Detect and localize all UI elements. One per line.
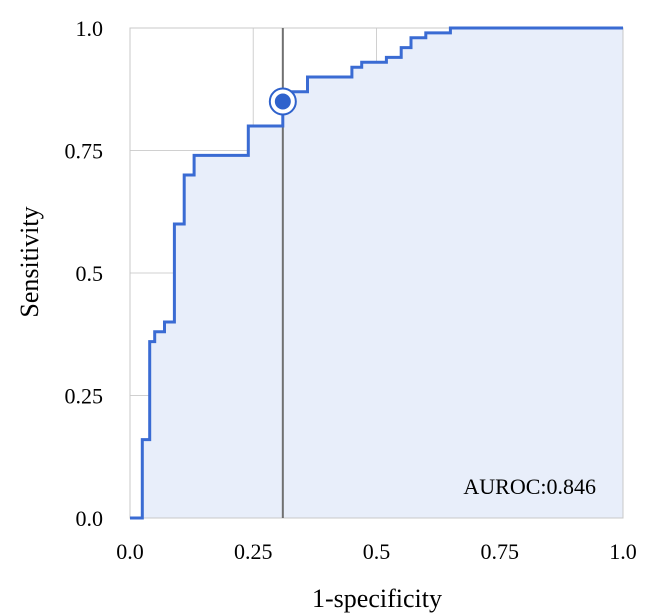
x-tick-label: 0.25 [234, 539, 273, 564]
x-axis-label: 1-specificity [312, 584, 442, 613]
x-tick-label: 0.75 [481, 539, 520, 564]
y-tick-label: 0.75 [65, 139, 104, 164]
y-axis-label: Sensitivity [15, 206, 44, 317]
y-tick-label: 0.5 [76, 261, 104, 286]
x-tick-label: 1.0 [609, 539, 637, 564]
x-tick-label: 0.5 [363, 539, 391, 564]
plot-border [129, 27, 624, 519]
x-tick-labels: 0.0 0.25 0.5 0.75 1.0 [116, 539, 637, 564]
optimal-point-marker [268, 87, 297, 116]
marker-dot [274, 93, 291, 110]
roc-area-fill [130, 28, 623, 518]
y-tick-label: 0.0 [76, 506, 104, 531]
y-tick-label: 0.25 [65, 384, 104, 409]
auroc-annotation: AUROC:0.846 [463, 474, 596, 499]
y-tick-label: 1.0 [76, 16, 104, 41]
plot-frame [129, 27, 624, 519]
y-tick-labels: 0.0 0.25 0.5 0.75 1.0 [65, 16, 104, 531]
x-tick-label: 0.0 [116, 539, 144, 564]
